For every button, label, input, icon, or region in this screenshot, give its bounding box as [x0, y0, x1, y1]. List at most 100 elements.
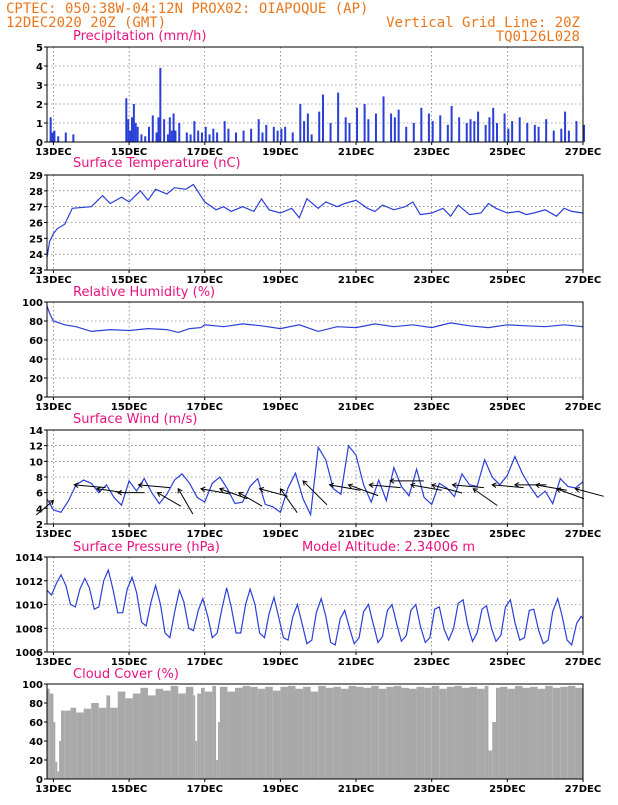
- precip-bar: [303, 121, 306, 142]
- precip-frame: [46, 46, 584, 143]
- cloud-bar: [60, 710, 65, 779]
- cloud-bar: [488, 750, 493, 779]
- cloud-bar: [530, 686, 538, 779]
- wind-arrow: [348, 484, 379, 497]
- precip-bar: [170, 130, 173, 142]
- precip-bar: [147, 126, 150, 142]
- cloud-bar: [408, 688, 417, 779]
- precip-bar: [129, 130, 132, 142]
- y-tick-label: 0: [36, 775, 43, 786]
- precip-bar: [140, 134, 143, 142]
- temp-title: Surface Temperature (nC): [73, 156, 241, 171]
- precip-bar: [204, 126, 207, 142]
- cloud-bar: [333, 686, 341, 779]
- precip-bar: [276, 130, 279, 142]
- y-tick-label: 60: [29, 718, 43, 729]
- y-tick-label: 40: [29, 737, 43, 748]
- wind-arrow-head: [156, 492, 163, 497]
- x-tick-label: 13DEC: [35, 784, 71, 795]
- cloud-bar: [484, 685, 489, 779]
- x-tick-label: 13DEC: [35, 147, 71, 158]
- y-tick-label: 26: [29, 219, 43, 230]
- wind-arrow-head: [491, 482, 497, 488]
- cloud-bar: [147, 695, 156, 779]
- wind-arrow: [138, 484, 170, 489]
- cloud-bar: [140, 687, 148, 779]
- wind-arrow-head: [137, 482, 143, 488]
- wind-arrow-head: [73, 482, 79, 488]
- cloud-bar: [47, 688, 50, 779]
- x-tick-label: 13DEC: [35, 529, 71, 540]
- x-tick-label: 19DEC: [262, 529, 298, 540]
- wind-arrow: [238, 492, 263, 507]
- y-tick-label: 12: [29, 442, 43, 453]
- pressure-title: Surface Pressure (hPa): [73, 540, 220, 555]
- precip-bar: [49, 117, 52, 142]
- wind-arrow-head: [368, 482, 374, 488]
- precip-bar: [284, 126, 287, 142]
- precip-bar: [318, 111, 321, 142]
- precip-bar: [125, 98, 128, 142]
- cloud-bar: [125, 698, 133, 779]
- x-tick-label: 27DEC: [565, 402, 601, 413]
- precip-bar: [250, 128, 253, 142]
- cloud-bar: [287, 685, 296, 779]
- precip-bar: [172, 113, 175, 142]
- cloud-bar: [76, 712, 84, 779]
- cloud-bar: [575, 687, 583, 779]
- x-tick-label: 23DEC: [413, 147, 449, 158]
- cloud-bar: [469, 686, 478, 779]
- precip-bar: [477, 111, 480, 142]
- y-tick-label: 14: [29, 426, 43, 437]
- cloud-bar: [70, 707, 77, 779]
- cloud-bar: [439, 688, 447, 779]
- precip-bar: [291, 132, 294, 142]
- x-tick-label: 15DEC: [111, 657, 147, 668]
- precip-bar: [469, 119, 472, 142]
- cloud-bar: [325, 687, 334, 779]
- rh-panel: 0 20 40 60 80 100 13DEC 15DEC 17DEC 19DEC 21DEC 23D…: [22, 285, 601, 413]
- precip-bar: [390, 113, 393, 142]
- precip-bar: [431, 121, 434, 142]
- cloud-bar: [424, 687, 432, 779]
- y-tick-label: 20: [29, 374, 43, 385]
- x-tick-label: 25DEC: [489, 147, 525, 158]
- cloud-bar: [318, 685, 326, 779]
- precip-bar: [329, 123, 332, 142]
- precip-bar: [234, 132, 237, 142]
- cloud-bar: [216, 760, 218, 779]
- x-tick-label: 27DEC: [565, 147, 601, 158]
- x-tick-label: 15DEC: [111, 784, 147, 795]
- header-line1: CPTEC: 050:38W-04:12N PROX02: OIAPOQUE (…: [6, 1, 368, 17]
- x-tick-label: 23DEC: [413, 657, 449, 668]
- cloud-bar: [185, 686, 194, 779]
- cloud-title: Cloud Cover (%): [73, 667, 179, 682]
- x-tick-label: 13DEC: [35, 402, 71, 413]
- wind-arrow: [431, 484, 463, 494]
- precip-bar: [64, 132, 67, 142]
- wind-arrow: [575, 488, 604, 497]
- cloud-bar: [416, 686, 425, 779]
- cloud-bar: [477, 688, 485, 779]
- wind-arrow: [473, 488, 498, 506]
- precip-bar: [450, 105, 453, 142]
- cloud-bar: [257, 688, 266, 779]
- cloud-panel: 0 20 40 60 80 100 13DEC 15DEC 17DEC 19DEC 21DEC 23D…: [22, 667, 601, 795]
- precip-bar: [575, 121, 578, 142]
- precip-bar: [583, 124, 585, 142]
- precip-bar: [272, 126, 275, 142]
- cloud-bar: [98, 707, 107, 779]
- x-tick-label: 13DEC: [35, 275, 71, 286]
- precip-bar: [280, 128, 283, 142]
- y-tick-label: 1: [36, 119, 43, 130]
- wind-title: Surface Wind (m/s): [73, 412, 197, 427]
- wind-arrow: [329, 484, 361, 491]
- cloud-bar: [567, 685, 576, 779]
- precip-bar: [363, 104, 366, 142]
- precip-bar: [57, 136, 60, 142]
- wind-arrow: [177, 488, 194, 515]
- precip-bar: [503, 113, 506, 142]
- precip-bar: [132, 104, 135, 142]
- precip-bar: [223, 121, 226, 142]
